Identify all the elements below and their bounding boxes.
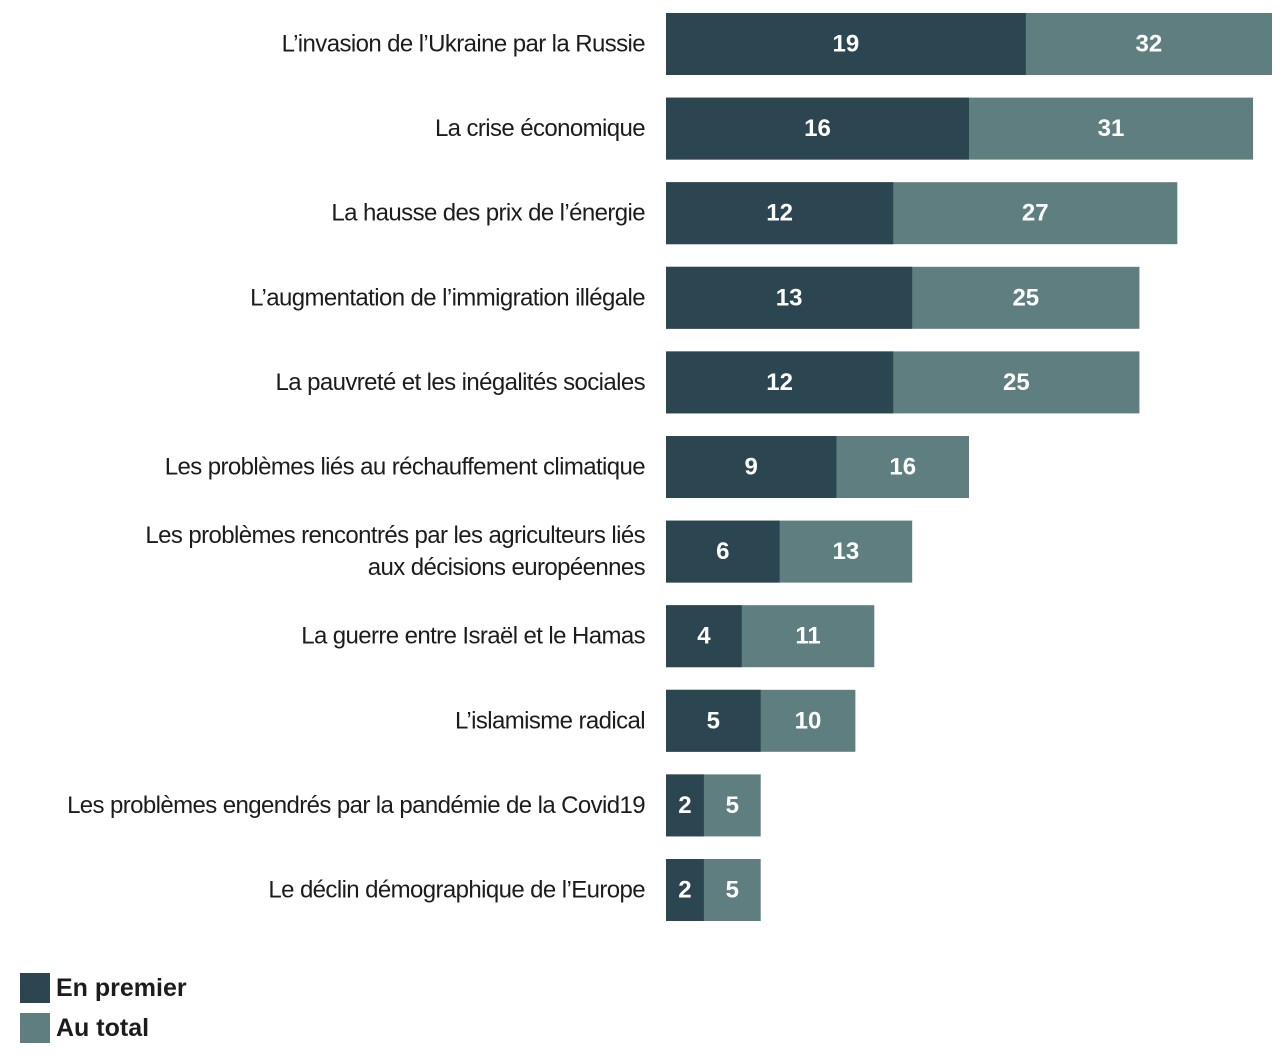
legend-item-first: En premier [20,968,187,1008]
value-label-first: 2 [678,877,691,904]
value-label-total: 27 [1022,200,1049,227]
legend-item-total: Au total [20,1008,187,1048]
value-label-total: 25 [1003,369,1030,396]
bar-first [666,520,780,583]
value-label-total: 11 [795,623,820,650]
category-label: La guerre entre Israël et le Hamas [301,623,645,650]
value-label-total: 32 [1136,31,1163,58]
bar-first [666,859,704,921]
value-label-first: 12 [766,369,793,396]
legend: En premier Au total [20,968,187,1048]
bar-first [666,774,704,837]
category-label: Le déclin démographique de l’Europe [268,877,645,904]
category-label: L’islamisme radical [455,707,645,734]
bar-first [666,436,837,498]
category-label: La pauvreté et les inégalités sociales [276,369,646,396]
category-label: aux décisions européennes [368,554,646,581]
bar-first [666,605,742,668]
value-label-first: 19 [833,31,860,58]
category-label: L’invasion de l’Ukraine par la Russie [282,31,646,58]
bar-chart: 19 32 L’invasion de l’Ukraine par la Russi… [67,13,1272,921]
category-label: La hausse des prix de l’énergie [331,200,645,227]
category-label: Les problèmes rencontrés par les agricul… [145,522,645,549]
category-label: La crise économique [435,115,645,142]
value-label-total: 16 [889,454,916,481]
legend-swatch-first [20,973,50,1003]
value-label-total: 13 [833,538,860,565]
bar-first [666,351,894,414]
legend-label-first: En premier [56,973,187,1002]
value-label-first: 4 [697,623,711,650]
legend-label-total: Au total [56,1013,150,1042]
category-label: Les problèmes liés au réchauffement clim… [165,454,645,481]
value-label-first: 9 [745,454,758,481]
value-label-first: 2 [678,792,691,819]
category-label: Les problèmes engendrés par la pandémie … [67,792,645,819]
value-label-first: 13 [776,284,803,311]
legend-swatch-total [20,1013,50,1043]
value-label-first: 5 [707,707,720,734]
bar-first [666,13,1026,75]
bar-first [666,266,913,329]
value-label-total: 31 [1098,115,1125,142]
value-label-total: 5 [726,792,739,819]
value-label-first: 6 [716,538,729,565]
value-label-total: 25 [1012,284,1039,311]
value-label-first: 16 [804,115,831,142]
value-label-total: 5 [726,877,739,904]
category-label: L’augmentation de l’immigration illégale [250,284,645,311]
bar-first [666,97,969,160]
value-label-total: 10 [795,707,822,734]
bar-first [666,689,761,752]
bar-first [666,182,894,245]
value-label-first: 12 [766,200,793,227]
